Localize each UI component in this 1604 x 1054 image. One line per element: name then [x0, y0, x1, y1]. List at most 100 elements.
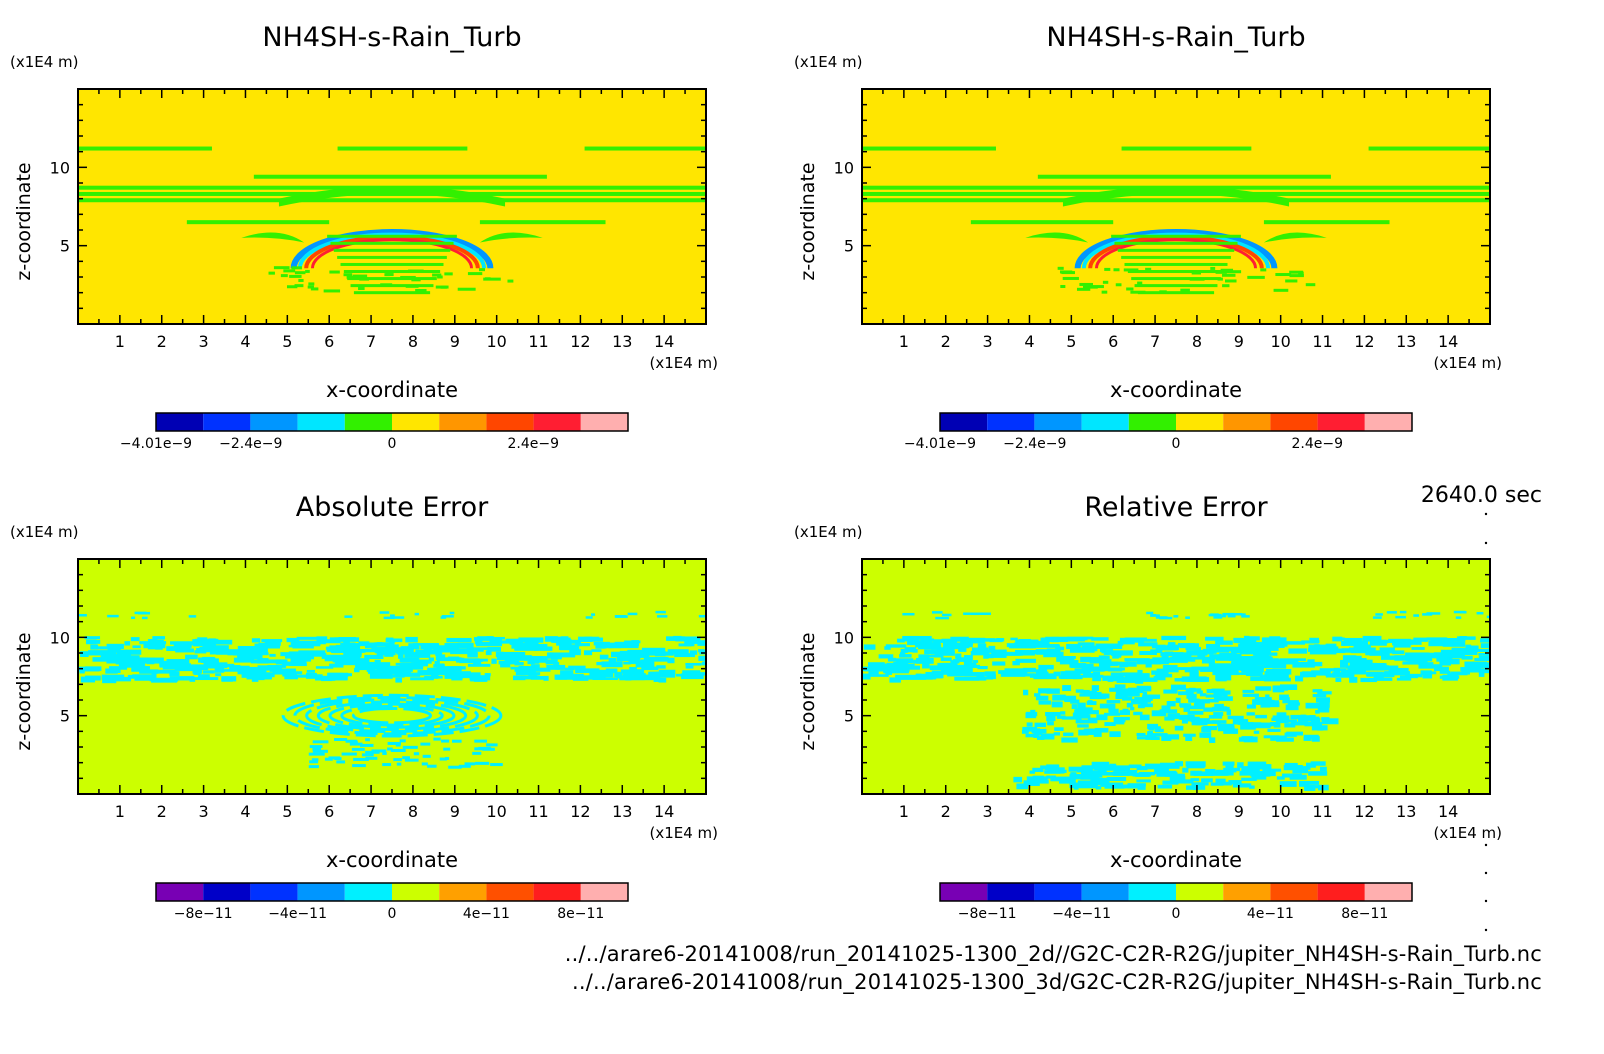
- contour-blob: [387, 747, 393, 751]
- contour-blob: [1109, 687, 1123, 692]
- contour-blob: [1136, 675, 1148, 681]
- contour-blob: [1161, 705, 1168, 711]
- colorbar-tick-label: 8e−11: [557, 906, 604, 922]
- contour-blob: [685, 665, 694, 669]
- contour-blob: [909, 640, 933, 645]
- contour-blob: [656, 665, 666, 669]
- contour-inner-stripe: [337, 255, 447, 259]
- contour-blob: [893, 661, 908, 668]
- contour-blob: [417, 670, 441, 674]
- contour-blob: [935, 616, 949, 620]
- contour-blob: [1061, 769, 1067, 773]
- contour-bit: [415, 289, 427, 293]
- contour-blob: [1080, 775, 1100, 780]
- contour-blob: [608, 643, 622, 649]
- plot-area: [862, 559, 1490, 794]
- contour-blob: [1410, 641, 1422, 645]
- contour-blob: [530, 676, 549, 680]
- contour-blob: [221, 677, 233, 682]
- contour-blob: [644, 674, 658, 681]
- contour-blob: [253, 653, 263, 660]
- contour-blob: [523, 667, 551, 672]
- contour-blob: [1288, 648, 1308, 654]
- contour-band: [186, 220, 330, 225]
- contour-blob: [1156, 668, 1164, 673]
- contour-blob: [1083, 657, 1103, 661]
- contour-blob: [379, 611, 390, 614]
- contour-blob: [885, 644, 907, 648]
- contour-blob: [631, 669, 645, 674]
- contour-bit: [483, 277, 501, 281]
- x-tick-label: 11: [528, 802, 548, 821]
- contour-blob: [895, 658, 914, 664]
- contour-blob: [1146, 611, 1154, 615]
- x-tick-label: 8: [408, 802, 418, 821]
- contour-blob: [393, 758, 402, 762]
- contour-blob: [376, 674, 403, 678]
- y-unit-label: (x1E4 m): [794, 523, 863, 541]
- y-tick-label: 10: [50, 158, 70, 177]
- contour-blob: [940, 657, 952, 662]
- contour-blob: [420, 742, 431, 746]
- contour-blob: [195, 638, 219, 645]
- contour-blob: [1173, 615, 1179, 618]
- contour-blob: [1077, 702, 1086, 709]
- contour-blob: [1205, 694, 1218, 698]
- contour-blob: [968, 637, 986, 644]
- contour-blob: [1116, 677, 1138, 683]
- contour-blob: [1307, 659, 1315, 664]
- contour-band: [862, 146, 996, 151]
- contour-blob: [227, 651, 241, 656]
- contour-blob: [1112, 652, 1119, 659]
- contour-blob: [1178, 714, 1195, 720]
- contour-blob: [655, 610, 666, 614]
- contour-blob: [593, 641, 610, 646]
- contour-bit: [1273, 288, 1289, 292]
- contour-blob: [374, 642, 395, 647]
- contour-blob: [365, 738, 370, 742]
- colorbar-segment: [439, 413, 487, 431]
- contour-blob: [555, 665, 564, 670]
- y-tick-label: 5: [60, 707, 70, 726]
- contour-blob: [1145, 734, 1155, 740]
- x-tick-label: 12: [570, 802, 590, 821]
- x-unit-label: (x1E4 m): [1433, 354, 1502, 372]
- contour-blob: [1147, 731, 1153, 736]
- contour-blob: [862, 666, 889, 672]
- x-tick-label: 2: [157, 332, 167, 351]
- contour-blob: [1109, 763, 1117, 768]
- contour-blob: [1199, 693, 1207, 697]
- contour-blob: [1309, 648, 1337, 655]
- contour-blob: [1349, 660, 1361, 667]
- contour-blob: [246, 652, 269, 656]
- contour-bit: [507, 279, 514, 283]
- contour-blob: [955, 671, 962, 677]
- contour-blob: [1109, 731, 1121, 738]
- contour-blob: [1211, 720, 1227, 724]
- contour-blob: [214, 667, 225, 673]
- contour-blob: [1318, 784, 1329, 791]
- contour-blob: [1279, 694, 1289, 701]
- contour-blob: [1375, 613, 1383, 616]
- chart-title: NH4SH-s-Rain_Turb: [1046, 22, 1305, 53]
- contour-blob: [1311, 670, 1331, 676]
- contour-blob: [1071, 675, 1078, 679]
- contour-blob: [376, 648, 402, 653]
- contour-blob: [1166, 644, 1190, 648]
- colorbar-segment: [486, 413, 534, 431]
- contour-blob: [1219, 668, 1239, 673]
- contour-blob: [383, 616, 395, 620]
- contour-blob: [356, 649, 376, 653]
- y-axis-label: z-coordinate: [797, 162, 819, 280]
- contour-bit: [268, 271, 275, 275]
- contour-blob: [316, 638, 326, 645]
- colorbar-tick-label: 4e−11: [1247, 906, 1294, 922]
- contour-blob: [394, 672, 421, 677]
- colorbar-segment: [297, 883, 345, 901]
- contour-blob: [1478, 652, 1490, 656]
- contour-blob: [1100, 782, 1115, 787]
- contour-blob: [931, 611, 943, 614]
- contour-blob: [102, 677, 117, 684]
- contour-blob: [1217, 723, 1235, 728]
- contour-blob: [1022, 726, 1038, 732]
